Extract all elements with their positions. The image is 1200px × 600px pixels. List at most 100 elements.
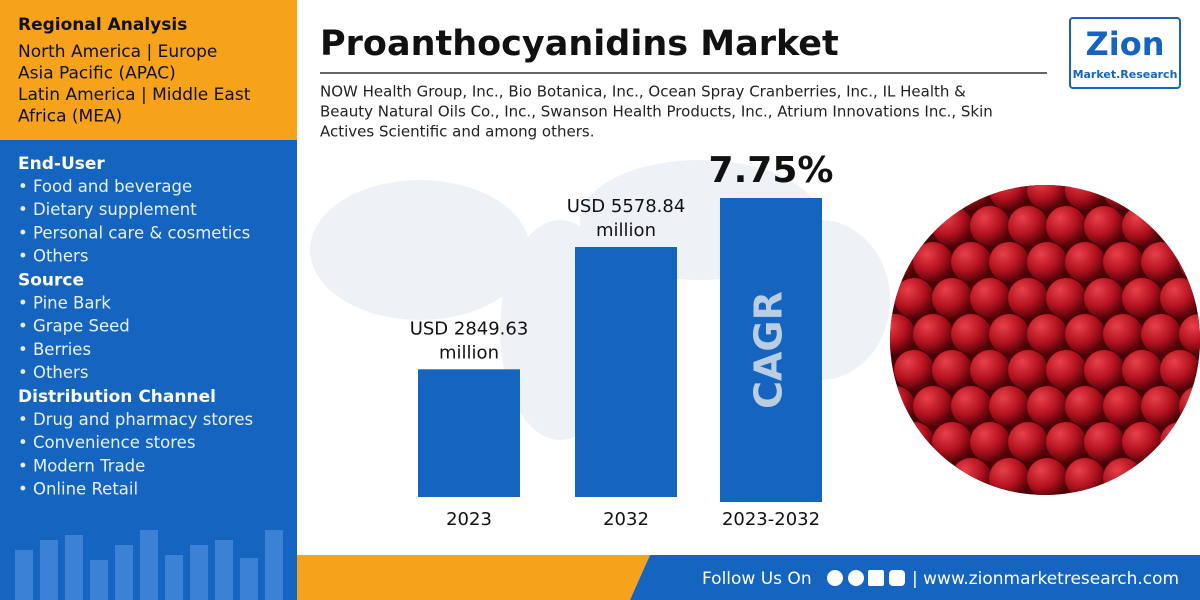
value-label: USD 2849.63 [410,318,529,339]
berry [1027,185,1067,210]
berry [1008,206,1048,246]
berry [989,458,1029,495]
berry [1008,350,1048,390]
segment-item: • Food and beverage [18,177,192,196]
berry [932,422,972,462]
berry [970,422,1010,462]
berry [1027,242,1067,282]
regional-panel [0,0,297,140]
segment-item: • Others [18,363,88,382]
berry [1141,314,1181,354]
berry [1008,422,1048,462]
segment-item: • Others [18,247,88,266]
berry [1065,314,1105,354]
segment-item: • Online Retail [18,480,138,499]
berry [1103,314,1143,354]
berry [1046,206,1086,246]
berry [970,278,1010,318]
berry [932,350,972,390]
berry [1008,278,1048,318]
berry [951,386,991,426]
social-icons [827,570,905,586]
berry [1065,386,1105,426]
cagr-period: 2023-2032 [722,509,820,530]
segment-item: • Modern Trade [18,456,145,475]
berry [1084,422,1124,462]
logo-sub: Market.Research [1073,68,1178,81]
berry [1065,242,1105,282]
berry [1046,278,1086,318]
berry [913,242,953,282]
region-item: North America | Europe [18,42,217,62]
berry [1084,206,1124,246]
cagr-label: CAGR [747,291,791,409]
cranberries [890,185,1200,495]
logo-name: Zion [1086,25,1165,63]
cagr-value: 7.75% [709,150,834,191]
title: Proanthocyanidins Market [320,24,839,64]
follow-text: Follow Us On [702,569,812,589]
berry [1160,278,1200,318]
berry [1046,422,1086,462]
berry [890,314,915,354]
berry [1027,314,1067,354]
segment-item: • Drug and pharmacy stores [18,410,253,429]
berry [1122,350,1162,390]
segment-item: • Dietary supplement [18,200,197,219]
segment-item: • Grape Seed [18,317,130,336]
berry [1027,458,1067,495]
year-label: 2023 [446,509,492,530]
segment-panel [0,140,297,600]
bar [418,369,520,497]
region-title: Regional Analysis [18,15,187,35]
berry [1027,386,1067,426]
berry [970,206,1010,246]
logo-box [1069,17,1181,89]
berry [989,386,1029,426]
berry [913,314,953,354]
companies-line: Beauty Natural Oils Co., Inc., Swanson H… [320,103,993,121]
berry [989,242,1029,282]
berry [989,314,1029,354]
region-item: Latin America | Middle East [18,85,251,105]
berry [1084,350,1124,390]
berry [1122,278,1162,318]
segment-item: • Convenience stores [18,433,195,452]
berry [1141,242,1181,282]
cagr-bar [720,198,822,502]
value-label: million [596,220,656,241]
value-label: million [439,342,499,363]
berry [951,314,991,354]
berry [1103,242,1143,282]
berry [1046,350,1086,390]
berry [989,185,1029,210]
berry [970,350,1010,390]
website: | www.zionmarketresearch.com [912,569,1179,589]
deco-bars [15,530,283,600]
berry [951,242,991,282]
footer-stripe [297,555,650,600]
berry [894,350,934,390]
berry [894,278,934,318]
segment-item: • Pine Bark [18,293,111,312]
berry [1122,422,1162,462]
year-label: 2032 [603,509,649,530]
footer-bar [630,555,1200,600]
companies-line: Actives Scientific and among others. [320,123,594,141]
berry [1141,386,1181,426]
berry [1103,386,1143,426]
segment-title: End-User [18,154,105,174]
berry [1179,314,1200,354]
berry [1160,350,1200,390]
region-item: Africa (MEA) [18,107,122,127]
segment-title: Distribution Channel [18,387,216,407]
berry [913,386,953,426]
segment-item: • Berries [18,340,91,359]
berry [932,278,972,318]
value-label: USD 5578.84 [567,196,686,217]
segment-title: Source [18,271,84,291]
bar [575,247,677,497]
segment-item: • Personal care & cosmetics [18,223,250,242]
companies-line: NOW Health Group, Inc., Bio Botanica, In… [320,83,966,101]
